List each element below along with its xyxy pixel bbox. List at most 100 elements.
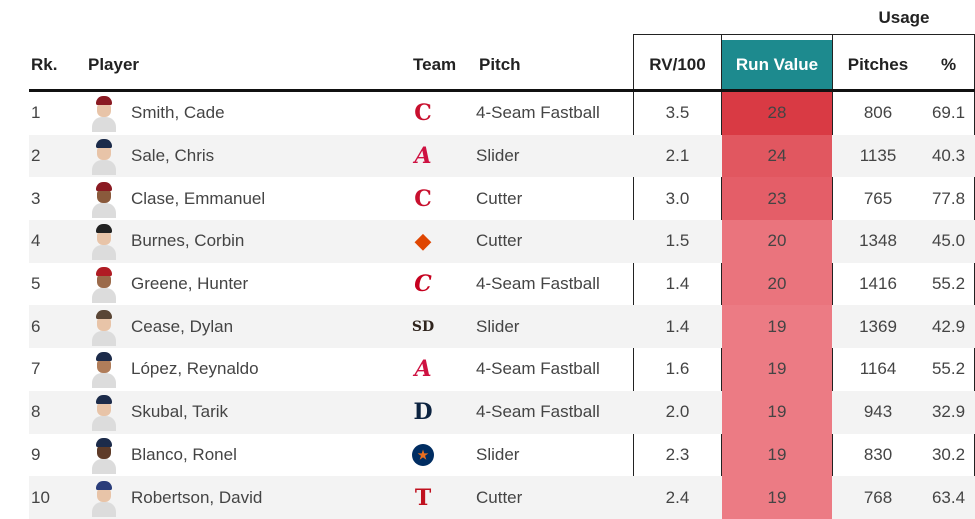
pitch-type-cell: Slider (476, 316, 520, 336)
column-divider (633, 34, 634, 516)
player-name-link[interactable]: Burnes, Corbin (131, 231, 245, 251)
pitches-cell: 830 (863, 444, 893, 464)
table-row[interactable]: 2 Sale, Chris A Slider 2.1 24 1135 40.3 (29, 134, 975, 178)
player-name-link[interactable]: López, Reynaldo (131, 359, 259, 379)
pitch-type-cell: 4-Seam Fastball (476, 274, 600, 294)
pitches-cell: 768 (863, 487, 893, 507)
team-logo-cell: C (409, 92, 437, 135)
rank-cell: 4 (31, 231, 41, 251)
player-name-link[interactable]: Cease, Dylan (131, 316, 234, 336)
player-name-link[interactable]: Robertson, David (131, 487, 263, 507)
team-logo-cell: T (409, 476, 437, 519)
table-row[interactable]: 1 Smith, Cade C 4-Seam Fastball 3.5 28 806 69.1 (29, 92, 975, 135)
table-row[interactable]: 4 Burnes, Corbin ◆ Cutter 1.5 20 1348 45.0 (29, 220, 975, 263)
rank-cell: 5 (31, 274, 41, 294)
rv100-cell: 1.6 (665, 359, 690, 379)
player-name-link[interactable]: Sale, Chris (131, 146, 215, 166)
table-row[interactable]: 10 Robertson, David T Cutter 2.4 19 768 63.4 (29, 476, 975, 519)
run-value-cell: 24 (722, 134, 832, 178)
player-avatar-cell (91, 305, 119, 348)
team-logo-cell: D (409, 391, 437, 434)
run-value-cell: 20 (722, 220, 832, 263)
table-row[interactable]: 9 Blanco, Ronel ★ Slider 2.3 19 830 30.2 (29, 433, 975, 477)
team-logo-cell: C (409, 177, 437, 220)
table-row[interactable]: 3 Clase, Emmanuel C Cutter 3.0 23 765 77.8 (29, 177, 975, 221)
column-header-usage-pct[interactable]: % (940, 55, 957, 74)
rank-cell: 9 (31, 444, 41, 464)
team-logo-cell: ★ (409, 434, 437, 477)
player-avatar-cell (91, 348, 119, 391)
column-header-pitch[interactable]: Pitch (479, 55, 521, 74)
pitch-type-cell: Slider (476, 146, 520, 166)
player-avatar-cell (91, 177, 119, 220)
player-name-link[interactable]: Clase, Emmanuel (131, 188, 266, 208)
rv100-cell: 1.4 (665, 274, 690, 294)
player-avatar-cell (91, 135, 119, 178)
table-row[interactable]: 8 Skubal, Tarik D 4-Seam Fastball 2.0 19 943 32… (29, 390, 975, 434)
team-logo-cell: SD (409, 305, 437, 348)
player-name-link[interactable]: Skubal, Tarik (131, 402, 229, 422)
player-avatar-cell (91, 391, 119, 434)
rv100-cell: 2.1 (665, 146, 690, 166)
usage-group-label: Usage (878, 8, 930, 27)
player-name-link[interactable]: Blanco, Ronel (131, 444, 237, 464)
rank-cell: 10 (31, 487, 50, 507)
avatar (91, 436, 117, 474)
rv100-cell: 1.4 (665, 316, 690, 336)
avatar (91, 222, 117, 261)
rv100-cell: 1.5 (665, 231, 690, 251)
rv100-cell: 2.0 (665, 402, 690, 422)
astros-star-logo-icon: ★ (412, 443, 434, 466)
player-name-link[interactable]: Greene, Hunter (131, 274, 249, 294)
braves-a-logo-icon: A (414, 143, 432, 170)
header-border-top (633, 34, 975, 35)
column-header-rv100[interactable]: RV/100 (649, 55, 706, 74)
column-header-team[interactable]: Team (413, 55, 457, 74)
column-header-player[interactable]: Player (88, 55, 140, 74)
player-avatar-cell (91, 220, 119, 263)
pitches-cell: 1348 (859, 231, 897, 251)
pitches-cell: 1369 (859, 316, 897, 336)
guardians-c-logo-icon: C (414, 100, 432, 127)
table-row[interactable]: 5 Greene, Hunter C 4-Seam Fastball 1.4 20 1416… (29, 262, 975, 306)
rank-cell: 2 (31, 146, 41, 166)
player-avatar-cell (91, 263, 119, 306)
rank-cell: 1 (31, 103, 41, 123)
column-header-rank[interactable]: Rk. (31, 55, 58, 74)
pitches-cell: 1135 (859, 146, 897, 166)
pitches-cell: 943 (863, 402, 893, 422)
rank-cell: 6 (31, 316, 41, 336)
player-name-link[interactable]: Smith, Cade (131, 103, 225, 123)
usage-pct-cell: 42.9 (931, 316, 966, 336)
pitch-type-cell: Cutter (476, 188, 523, 208)
column-divider (832, 34, 833, 516)
usage-pct-cell: 30.2 (931, 444, 966, 464)
table-row[interactable]: 7 López, Reynaldo A 4-Seam Fastball 1.6 19 116… (29, 348, 975, 391)
pitch-type-cell: 4-Seam Fastball (476, 402, 600, 422)
padres-sd-logo-icon: SD (411, 318, 435, 335)
rv100-cell: 3.5 (665, 103, 690, 123)
usage-pct-cell: 32.9 (931, 402, 966, 422)
table-row[interactable]: 6 Cease, Dylan SD Slider 1.4 19 1369 42.9 (29, 305, 975, 349)
pitches-cell: 1164 (859, 359, 897, 379)
pitch-type-cell: Slider (476, 444, 520, 464)
column-header-pitches[interactable]: Pitches (847, 55, 909, 74)
usage-pct-cell: 63.4 (931, 487, 966, 507)
run-value-cell: 19 (722, 305, 832, 349)
pitches-cell: 806 (863, 103, 893, 123)
pitch-type-cell: Cutter (476, 231, 523, 251)
pitches-cell: 1416 (859, 274, 897, 294)
player-avatar-cell (91, 434, 119, 477)
avatar (91, 479, 117, 517)
column-header-run-value[interactable]: Run Value (722, 40, 832, 92)
player-avatar-cell (91, 476, 119, 519)
reds-c-logo-icon: C (414, 271, 432, 298)
rank-cell: 8 (31, 402, 41, 422)
pitch-type-cell: 4-Seam Fastball (476, 359, 600, 379)
orioles-bird-logo-icon: ◆ (414, 228, 432, 255)
rv100-cell: 3.0 (665, 188, 690, 208)
rv100-cell: 2.4 (665, 487, 690, 507)
avatar (91, 137, 117, 176)
avatar (91, 180, 117, 218)
run-value-cell: 19 (722, 390, 832, 434)
